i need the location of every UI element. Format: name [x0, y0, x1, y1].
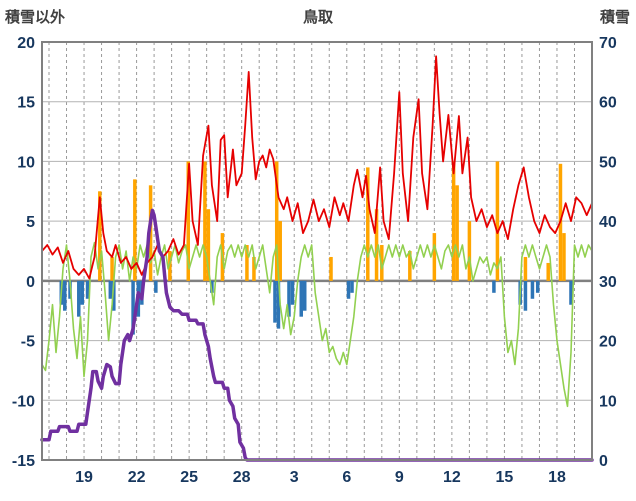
blue-bars-bar — [131, 280, 135, 335]
x-axis-tick: 3 — [290, 469, 299, 486]
blue-bars-bar — [80, 280, 85, 305]
left-axis-tick: 15 — [17, 95, 35, 112]
blue-bars-bar — [346, 280, 351, 299]
left-axis-tick: -15 — [12, 453, 35, 470]
page-title: 鳥取 — [302, 9, 333, 26]
blue-bars-bar — [350, 280, 354, 293]
right-axis-title: 積雪 — [599, 9, 630, 26]
precip-orange-bars-bar — [408, 251, 412, 281]
precip-orange-bars-bar — [203, 161, 207, 281]
x-axis-tick: 28 — [233, 469, 251, 486]
blue-bars-bar — [523, 280, 528, 311]
precip-orange-bars-bar — [546, 262, 550, 281]
precip-orange-bars-bar — [252, 256, 256, 281]
x-axis-tick: 22 — [128, 469, 146, 486]
precip-orange-bars-bar — [467, 221, 472, 281]
precip-orange-bars-bar — [451, 161, 456, 281]
blue-bars-bar — [299, 280, 303, 317]
blue-bars-bar — [530, 280, 535, 299]
precip-orange-bars-bar — [380, 245, 384, 281]
blue-bars-bar — [154, 280, 158, 293]
x-axis-tick: 9 — [395, 469, 404, 486]
x-axis-tick: 15 — [496, 469, 514, 486]
x-axis-tick: 19 — [75, 469, 93, 486]
right-axis-tick: 20 — [599, 334, 617, 351]
precip-orange-bars-bar — [523, 256, 528, 281]
right-axis-tick: 50 — [599, 154, 617, 171]
precip-orange-bars-bar — [98, 191, 102, 281]
blue-bars-bar — [108, 280, 113, 299]
right-axis-tick: 30 — [599, 274, 617, 291]
blue-bars-bar — [112, 280, 116, 311]
blue-bars-bar — [569, 280, 573, 305]
precip-orange-bars-bar — [133, 179, 137, 281]
x-axis-tick: 25 — [180, 469, 198, 486]
precip-orange-bars-bar — [110, 256, 114, 281]
blue-bars-bar — [63, 280, 67, 311]
right-axis-tick: 60 — [599, 95, 617, 112]
blue-bars-bar — [210, 280, 214, 293]
left-axis-tick: -10 — [12, 393, 35, 410]
snow-depth-line — [40, 208, 594, 462]
x-axis-tick: 6 — [342, 469, 351, 486]
precip-orange-bars-bar — [168, 251, 172, 281]
x-axis-tick: 18 — [548, 469, 566, 486]
blue-bars-bar — [302, 280, 307, 311]
precip-orange-bars-bar — [186, 161, 191, 281]
precip-orange-bars-bar — [245, 245, 249, 281]
blue-bars-bar — [535, 280, 540, 293]
precip-orange-bars-bar — [148, 185, 153, 281]
blue-bars-bar — [77, 280, 81, 317]
right-axis-tick: 0 — [599, 453, 608, 470]
x-axis-tick: 12 — [443, 469, 461, 486]
precip-orange-bars-bar — [366, 167, 370, 281]
left-axis-tick: 20 — [17, 35, 35, 52]
right-axis-tick: 70 — [599, 35, 617, 52]
precip-orange-bars-bar — [562, 233, 566, 281]
blue-bars-bar — [492, 280, 496, 293]
left-axis-tick: 5 — [26, 214, 35, 231]
left-axis-tick: 0 — [26, 274, 35, 291]
precip-orange-bars-bar — [278, 221, 282, 281]
left-axis-title: 積雪以外 — [5, 9, 66, 26]
precip-orange-bars-bar — [274, 161, 279, 281]
temperature-line — [41, 55, 593, 280]
precip-orange-bars-bar — [206, 209, 211, 281]
blue-bars-bar — [273, 280, 277, 323]
plot-frame — [41, 41, 593, 461]
precip-orange-bars-bar — [329, 256, 333, 281]
precip-orange-bars-bar — [495, 161, 500, 281]
blue-bars-bar — [287, 280, 291, 317]
blue-bars-bar — [85, 280, 90, 299]
left-axis-tick: 10 — [17, 154, 35, 171]
blue-bars-bar — [276, 280, 281, 329]
left-axis-tick: -5 — [21, 334, 35, 351]
blue-bars-bar — [290, 280, 295, 305]
precip-orange-bars-bar — [455, 185, 459, 281]
right-axis-tick: 40 — [599, 214, 617, 231]
right-axis-tick: 10 — [599, 393, 617, 410]
green-series-line — [41, 241, 593, 408]
precip-orange-bars-bar — [374, 209, 379, 281]
precip-orange-bars-bar — [432, 233, 437, 281]
